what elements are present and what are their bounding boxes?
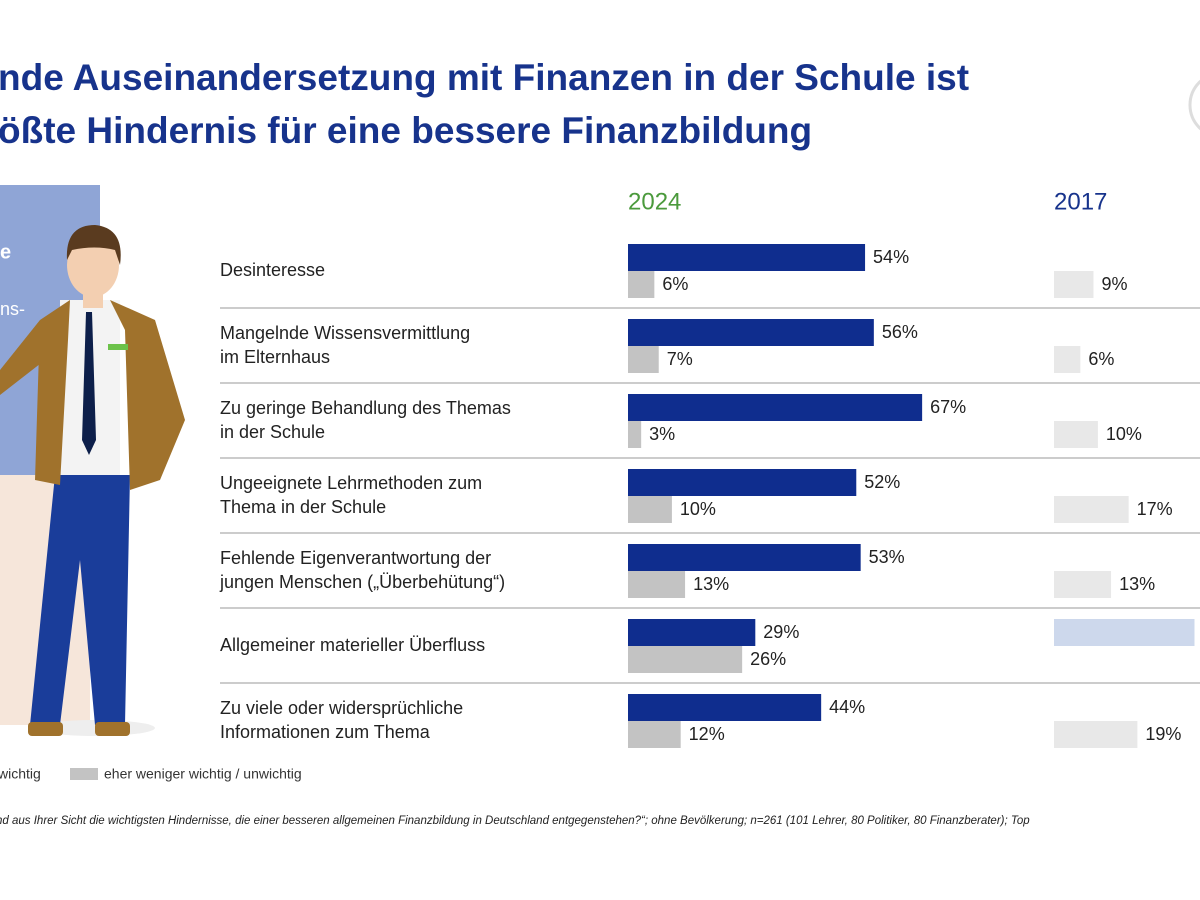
title-line: nde Auseinandersetzung mit Finanzen in d… (0, 57, 969, 98)
category-label: Allgemeiner materieller Überfluss (220, 635, 485, 655)
value-label: 13% (693, 574, 729, 594)
bar (628, 571, 686, 598)
value-label: 6% (662, 274, 688, 294)
category-label: Thema in der Schule (220, 497, 386, 517)
year-label: 2017 (1054, 188, 1107, 215)
bar (1054, 421, 1098, 448)
category-label: Zu viele oder widersprüchliche (220, 698, 463, 718)
category-label: Ungeeignete Lehrmethoden zum (220, 473, 482, 493)
year-label: 2024 (628, 188, 681, 215)
legend-swatch (70, 768, 98, 780)
value-label: 12% (689, 724, 725, 744)
value-label: 9% (1102, 274, 1128, 294)
bar (628, 319, 874, 346)
bar (628, 271, 655, 298)
value-label: 10% (1106, 424, 1142, 444)
value-label: 6% (1088, 349, 1114, 369)
category-label: in der Schule (220, 422, 325, 442)
footnote: nd aus Ihrer Sicht die wichtigsten Hinde… (0, 815, 1030, 827)
value-label: 29% (763, 622, 799, 642)
bar (1054, 271, 1094, 298)
bar (628, 544, 861, 571)
value-label: 17% (1137, 499, 1173, 519)
bar (628, 694, 822, 721)
bar (1054, 619, 1195, 646)
value-label: 44% (829, 697, 865, 717)
value-label: 3% (649, 424, 675, 444)
bar (628, 346, 659, 373)
value-label: 19% (1145, 724, 1181, 744)
category-label: Informationen zum Thema (220, 722, 431, 742)
category-label: im Elternhaus (220, 347, 330, 367)
panel-text: ns- (0, 299, 25, 319)
value-label: 7% (667, 349, 693, 369)
bar (628, 421, 642, 448)
legend-label: wichtig (0, 766, 41, 782)
category-label: Desinteresse (220, 260, 325, 280)
category-label: Fehlende Eigenverantwortung der (220, 548, 491, 568)
bar (628, 646, 743, 673)
bar (1054, 496, 1129, 523)
bar (628, 469, 857, 496)
value-label: 10% (680, 499, 716, 519)
value-label: 54% (873, 247, 909, 267)
panel-text: e (0, 241, 11, 263)
bar (1054, 346, 1081, 373)
illustration: e ns- (0, 185, 185, 736)
bar (1054, 571, 1112, 598)
logo-fragment (1188, 79, 1200, 131)
value-label: 67% (930, 397, 966, 417)
bar (628, 394, 923, 421)
legend-label: eher weniger wichtig / unwichtig (104, 766, 302, 782)
value-label: 56% (882, 322, 918, 342)
value-label: 13% (1119, 574, 1155, 594)
value-label: 53% (869, 547, 905, 567)
category-label: Zu geringe Behandlung des Themas (220, 398, 511, 418)
value-label: 26% (750, 649, 786, 669)
category-label: Mangelnde Wissensvermittlung (220, 323, 470, 343)
title-line: ößte Hindernis für eine bessere Finanzbi… (0, 110, 812, 151)
category-label: jungen Menschen („Überbehütung“) (219, 572, 505, 592)
value-label: 52% (864, 472, 900, 492)
bar (628, 721, 681, 748)
bar (628, 619, 756, 646)
bar (628, 244, 866, 271)
bar (1054, 721, 1138, 748)
bar (628, 496, 672, 523)
